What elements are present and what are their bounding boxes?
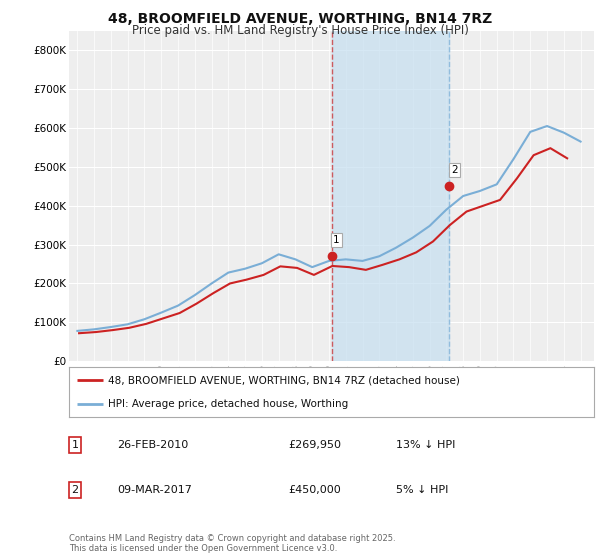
Text: 48, BROOMFIELD AVENUE, WORTHING, BN14 7RZ: 48, BROOMFIELD AVENUE, WORTHING, BN14 7R… <box>108 12 492 26</box>
Text: £450,000: £450,000 <box>288 485 341 495</box>
Bar <box>331 31 449 361</box>
Text: 1: 1 <box>71 440 79 450</box>
Text: 1: 1 <box>333 235 340 245</box>
Text: 5% ↓ HPI: 5% ↓ HPI <box>396 485 448 495</box>
Text: 2: 2 <box>71 485 79 495</box>
Text: 09-MAR-2017: 09-MAR-2017 <box>117 485 192 495</box>
Text: 26-FEB-2010: 26-FEB-2010 <box>117 440 188 450</box>
Text: Price paid vs. HM Land Registry's House Price Index (HPI): Price paid vs. HM Land Registry's House … <box>131 24 469 36</box>
Text: 13% ↓ HPI: 13% ↓ HPI <box>396 440 455 450</box>
Text: £269,950: £269,950 <box>288 440 341 450</box>
Text: HPI: Average price, detached house, Worthing: HPI: Average price, detached house, Wort… <box>109 399 349 409</box>
Text: Contains HM Land Registry data © Crown copyright and database right 2025.
This d: Contains HM Land Registry data © Crown c… <box>69 534 395 553</box>
Text: 2: 2 <box>451 165 458 175</box>
Text: 48, BROOMFIELD AVENUE, WORTHING, BN14 7RZ (detached house): 48, BROOMFIELD AVENUE, WORTHING, BN14 7R… <box>109 375 460 385</box>
